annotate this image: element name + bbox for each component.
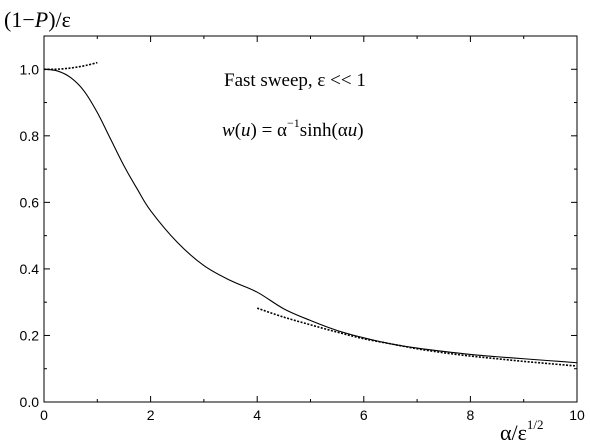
series-asymptote-dotted-1 <box>43 61 98 71</box>
x-tick-label: 2 <box>147 407 155 423</box>
series-layer <box>43 61 578 367</box>
x-axis-ticks: 0 2 4 6 8 10 <box>40 36 585 423</box>
x-axis-label: α/ε1/2 <box>500 417 544 444</box>
annotation-formula: w(u) = α−1sinh(αu) <box>222 116 364 141</box>
y-tick-label: 0.4 <box>20 261 40 277</box>
x-tick-label: 6 <box>360 407 368 423</box>
y-tick-label: 0.6 <box>20 194 40 210</box>
annotation-fast-sweep: Fast sweep, ε << 1 <box>224 70 366 91</box>
x-tick-label: 4 <box>253 407 261 423</box>
y-tick-label: 0.0 <box>20 394 40 410</box>
series-exact-solid <box>43 68 578 364</box>
x-tick-label: 8 <box>467 407 475 423</box>
y-axis-label: (1−P)/ε <box>4 7 71 32</box>
x-tick-label: 10 <box>569 407 585 423</box>
y-axis-ticks: 0.0 0.2 0.4 0.6 0.8 1.0 <box>20 35 577 410</box>
x-tick-label: 0 <box>40 407 48 423</box>
y-tick-label: 0.8 <box>20 128 40 144</box>
series-asymptote-dotted-2 <box>256 307 578 367</box>
y-tick-label: 1.0 <box>20 61 40 77</box>
y-tick-label: 0.2 <box>20 327 40 343</box>
